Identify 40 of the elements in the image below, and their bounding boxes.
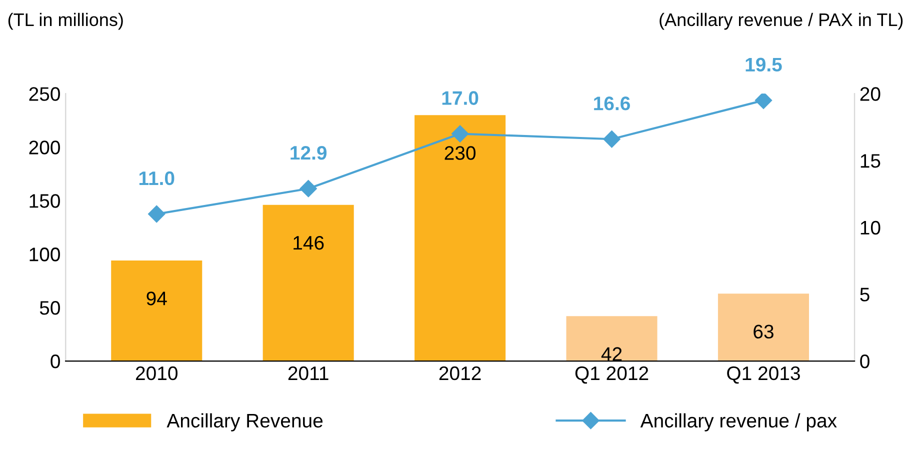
point [603,130,620,148]
data-label: 146 [294,236,324,250]
y-tick-label: 50 [40,301,60,315]
y2-axis-title: (Ancillary revenue / PAX in TL) [660,12,903,30]
y2-tick-label: 20 [860,87,880,101]
y2-tick-label: 10 [860,220,880,235]
data-label: 42 [601,347,622,361]
bar [111,260,202,362]
y-tick-label: 150 [30,194,60,208]
y-tick-label: 0 [50,354,60,368]
data-label: 17.0 [442,91,478,105]
y2-tick-label: 0 [860,354,870,368]
y2-tick-label: 15 [860,154,880,168]
data-label: 94 [146,292,167,306]
data-label: 63 [754,324,774,338]
point [452,125,469,142]
x-tick-label: 2010 [136,366,178,380]
data-label: 16.6 [594,96,630,110]
bar [718,294,810,362]
y-tick-label: 200 [29,140,60,154]
x-tick-label: 2012 [439,366,481,380]
x-tick-label: 2011 [288,366,328,380]
data-label: 12.9 [290,146,327,160]
legend-label: Ancillary revenue / pax [640,413,837,432]
y-tick-label: 250 [29,87,60,101]
legend-label: Ancillary Revenue [166,413,323,432]
y-tick-label: 100 [30,248,60,262]
point [300,180,317,198]
y2-tick-label: 5 [860,288,870,302]
bar [262,204,354,362]
data-label: 11.0 [139,171,174,186]
data-label: 19.5 [746,58,782,72]
data-label: 230 [444,146,476,160]
bar [566,316,658,362]
y-axis-title: (TL in millions) [8,12,123,30]
bar [414,115,506,362]
point [148,205,166,223]
x-tick-label: Q1 2012 [575,366,648,384]
point [754,94,772,109]
x-tick-label: Q1 2013 [727,366,800,384]
